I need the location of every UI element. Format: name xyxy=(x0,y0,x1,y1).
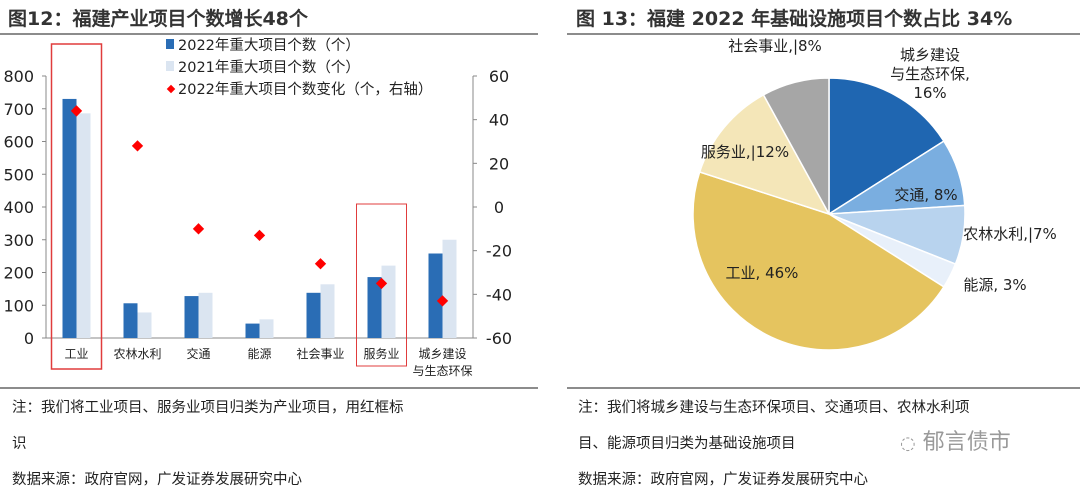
x-tick-label: 与生态环保 xyxy=(412,364,472,378)
watermark-text: 郁言债市 xyxy=(922,430,1011,455)
y-tick-label: 700 xyxy=(3,100,34,119)
y-tick-label: 200 xyxy=(3,264,34,283)
pie-data-label: 16% xyxy=(913,84,946,102)
bar-2021 xyxy=(259,319,274,338)
pie-data-label: 城乡建设 xyxy=(900,46,960,64)
wechat-icon: ◌ xyxy=(900,433,916,454)
y-tick-label: 400 xyxy=(3,198,34,217)
bar-2022 xyxy=(184,296,199,338)
pie-slice xyxy=(762,77,830,215)
right-chart-title: 图 13：福建 2022 年基础设施项目个数占比 34% xyxy=(576,8,1013,30)
right-note-cont: 目、能源项目归类为基础设施项目 xyxy=(578,436,796,452)
bar-2021 xyxy=(76,113,91,339)
bar-2022 xyxy=(367,277,382,338)
y-tick-label: 0 xyxy=(24,329,34,348)
left-note-divider xyxy=(0,387,538,389)
x-tick-label: 交通 xyxy=(186,346,210,361)
legend-label: 2022年重大项目个数（个） xyxy=(178,37,360,54)
right-note: 注：我们将城乡建设与生态环保项目、交通项目、农林水利项 xyxy=(578,400,970,416)
right-note-divider xyxy=(567,387,1080,389)
legend-label: 2021年重大项目个数（个） xyxy=(178,59,360,76)
pie-data-label: 工业, 46% xyxy=(726,264,799,282)
bar-2022 xyxy=(62,98,77,338)
left-note: 注：我们将工业项目、服务业项目归类为产业项目，用红框标 xyxy=(12,400,404,416)
bar-2021 xyxy=(320,284,335,338)
change-marker xyxy=(192,223,205,235)
highlight-box xyxy=(356,203,407,367)
highlight-box xyxy=(50,43,103,370)
left-chart-title: 图12：福建产业项目个数增长48个 xyxy=(8,8,308,30)
change-marker xyxy=(131,140,144,152)
bar-2022 xyxy=(306,292,321,338)
x-tick-label: 社会事业 xyxy=(296,346,344,361)
legend-swatch xyxy=(166,39,174,49)
x-tick-label: 城乡建设 xyxy=(418,347,466,361)
bar-2021 xyxy=(198,292,213,338)
bar-2022 xyxy=(428,253,443,338)
change-marker xyxy=(314,258,327,270)
left-source: 数据来源：政府官网，广发证券发展研究中心 xyxy=(12,472,302,488)
bar-2022 xyxy=(123,303,138,338)
left-note-cont: 识 xyxy=(12,436,27,452)
pie-slice xyxy=(692,171,945,351)
legend-swatch xyxy=(166,61,174,71)
pie-data-label-social: 社会事业,|8% xyxy=(728,37,822,55)
y-tick-label: 100 xyxy=(3,296,34,315)
bar-2022 xyxy=(245,323,260,338)
watermark: ◌ 郁言债市 xyxy=(900,424,1011,456)
left-title-divider xyxy=(0,33,538,35)
bar-2021 xyxy=(137,312,152,338)
pie-data-label-agriculture: 农林水利,|7% xyxy=(963,225,1057,243)
right-notes: 注：我们将城乡建设与生态环保项目、交通项目、农林水利项 目、能源项目归类为基础设… xyxy=(578,390,970,498)
bar-2021 xyxy=(442,239,457,338)
change-marker xyxy=(375,277,388,290)
x-tick-label: 能源 xyxy=(247,347,271,361)
pie-slice xyxy=(828,77,945,216)
pie-data-label: 与生态环保, xyxy=(890,65,970,83)
x-tick-label: 农林水利 xyxy=(113,347,161,361)
legend-marker xyxy=(166,84,176,94)
left-notes: 注：我们将工业项目、服务业项目归类为产业项目，用红框标 识 数据来源：政府官网，… xyxy=(12,390,404,498)
y2-tick-label: 40 xyxy=(489,111,509,130)
y2-tick-label: -20 xyxy=(486,242,512,261)
legend-label: 2022年重大项目个数变化（个，右轴） xyxy=(178,81,432,98)
pie-slice xyxy=(698,93,831,216)
y-tick-label: 500 xyxy=(3,165,34,184)
y-tick-label: 600 xyxy=(3,133,34,152)
y2-tick-label: 60 xyxy=(489,67,509,86)
pie-data-label-services: 服务业,|12% xyxy=(700,143,790,161)
change-marker xyxy=(253,229,266,242)
right-source: 数据来源：政府官网，广发证券发展研究中心 xyxy=(578,472,868,488)
y-tick-label: 300 xyxy=(3,231,34,250)
change-marker xyxy=(436,295,449,307)
x-tick-label: 工业 xyxy=(64,347,88,361)
pie-data-label: 交通, 8% xyxy=(894,186,957,204)
right-title-divider xyxy=(567,33,1080,35)
x-tick-label: 服务业 xyxy=(363,346,399,361)
bar-2021 xyxy=(381,265,396,338)
y2-tick-label: 0 xyxy=(494,198,504,217)
y-tick-label: 800 xyxy=(3,67,34,86)
y2-tick-label: 20 xyxy=(489,154,509,173)
pie-data-label: 能源, 3% xyxy=(963,276,1026,294)
y2-tick-label: -40 xyxy=(486,285,512,304)
y2-tick-label: -60 xyxy=(486,329,512,348)
